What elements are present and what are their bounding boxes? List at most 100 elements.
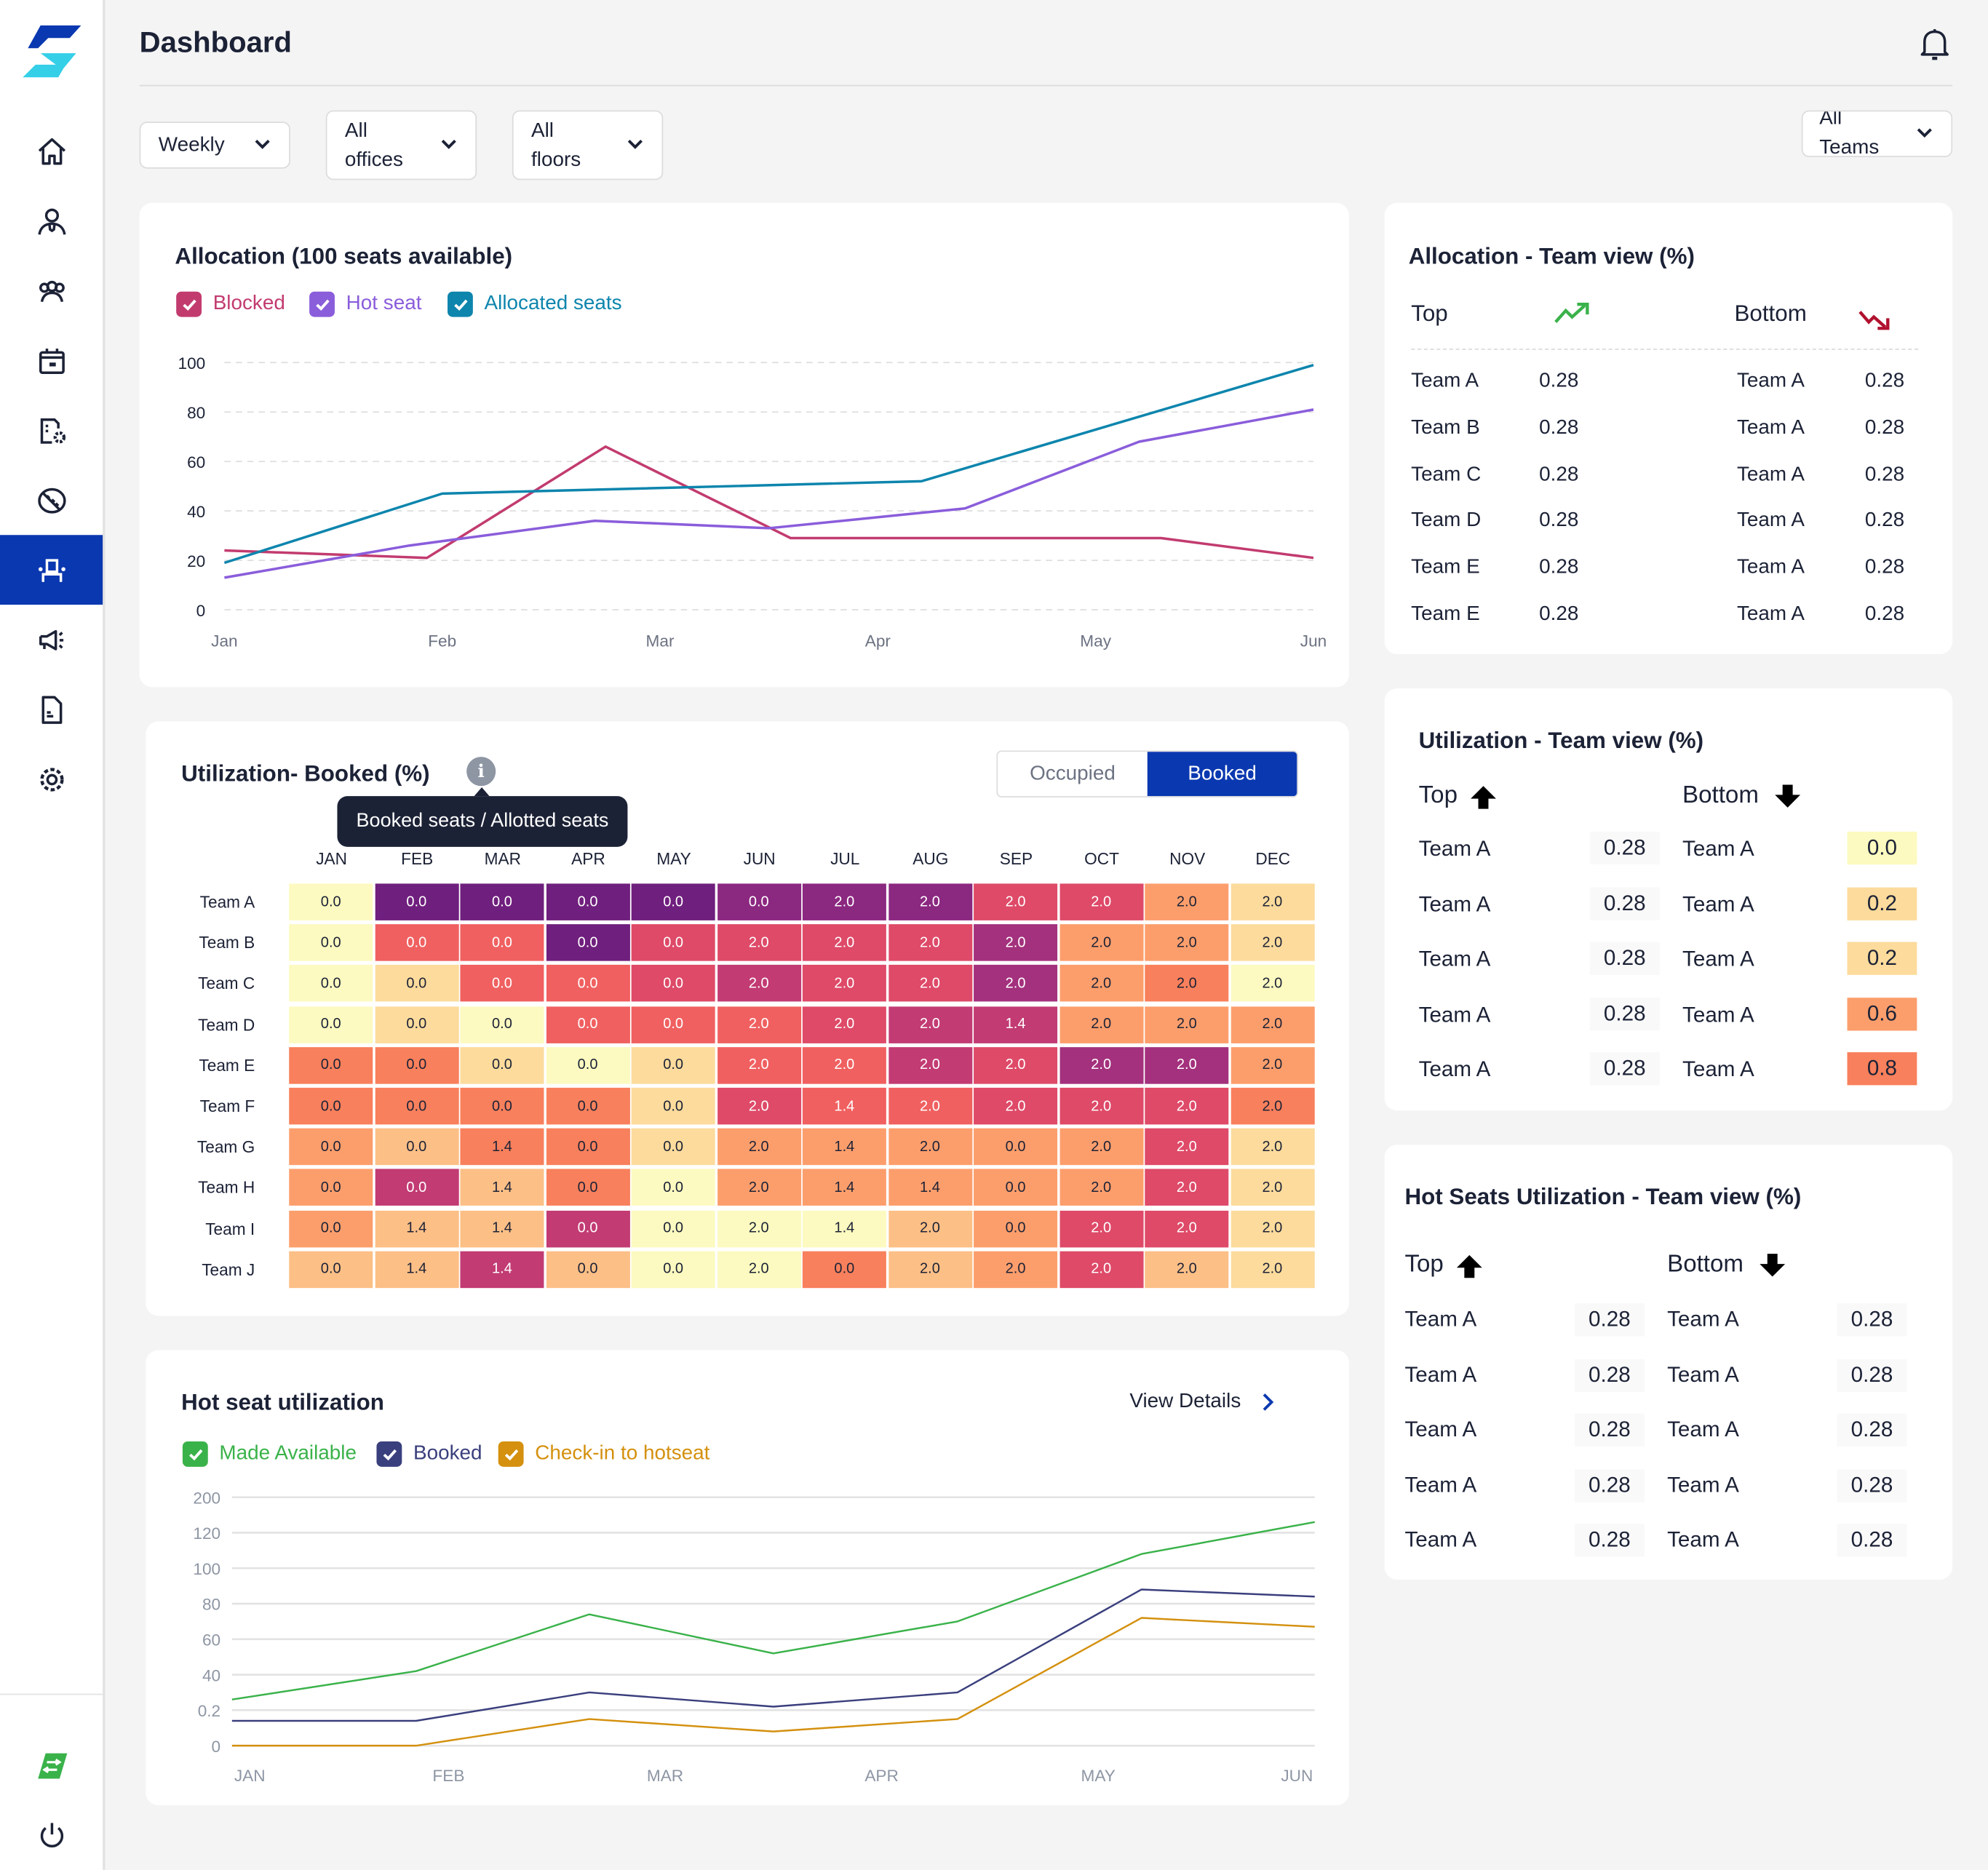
heatmap-cell[interactable]: 2.0 (717, 1046, 801, 1084)
heatmap-cell[interactable]: 1.4 (802, 1087, 886, 1125)
heatmap-cell[interactable]: 0.0 (631, 965, 715, 1003)
sidebar-item-floor-settings[interactable] (0, 396, 103, 466)
heatmap-cell[interactable]: 1.4 (802, 1128, 886, 1166)
heatmap-cell[interactable]: 2.0 (1059, 883, 1143, 920)
legend-item-check-in-to-hotseat[interactable]: Check-in to hotseat (498, 1441, 709, 1467)
heatmap-cell[interactable]: 0.0 (374, 1128, 458, 1166)
notifications-button[interactable] (1917, 25, 1952, 63)
heatmap-cell[interactable]: 0.0 (289, 883, 373, 920)
heatmap-cell[interactable]: 0.0 (631, 1128, 715, 1166)
toggle-booked[interactable]: Booked (1147, 752, 1297, 797)
heatmap-cell[interactable]: 2.0 (1230, 1087, 1314, 1125)
heatmap-cell[interactable]: 2.0 (1145, 924, 1229, 961)
heatmap-cell[interactable]: 0.0 (289, 924, 373, 961)
heatmap-cell[interactable]: 0.0 (460, 883, 544, 920)
heatmap-cell[interactable]: 2.0 (1230, 1006, 1314, 1043)
checkbox-checked-icon[interactable] (498, 1441, 524, 1467)
heatmap-cell[interactable]: 1.4 (374, 1251, 458, 1288)
heatmap-cell[interactable]: 2.0 (1230, 1210, 1314, 1247)
heatmap-cell[interactable]: 2.0 (802, 1006, 886, 1043)
heatmap-cell[interactable]: 2.0 (1059, 924, 1143, 961)
heatmap-cell[interactable]: 0.0 (631, 1087, 715, 1125)
heatmap-cell[interactable]: 2.0 (974, 965, 1058, 1003)
heatmap-cell[interactable]: 0.0 (460, 1087, 544, 1125)
heatmap-cell[interactable]: 2.0 (1145, 1046, 1229, 1084)
legend-item-made-available[interactable]: Made Available (182, 1441, 357, 1467)
heatmap-cell[interactable]: 0.0 (974, 1128, 1058, 1166)
office-dropdown[interactable]: All offices (325, 110, 477, 180)
checkbox-checked-icon[interactable] (376, 1441, 402, 1467)
heatmap-cell[interactable]: 2.0 (888, 883, 972, 920)
heatmap-cell[interactable]: 2.0 (1145, 965, 1229, 1003)
heatmap-cell[interactable]: 0.0 (374, 924, 458, 961)
sidebar-item-parking[interactable] (0, 465, 103, 535)
heatmap-cell[interactable]: 2.0 (1059, 1128, 1143, 1166)
sidebar-item-seats[interactable] (0, 535, 103, 605)
heatmap-cell[interactable]: 0.0 (631, 1046, 715, 1084)
heatmap-cell[interactable]: 0.0 (546, 1210, 630, 1247)
heatmap-cell[interactable]: 2.0 (717, 1169, 801, 1206)
heatmap-cell[interactable]: 0.0 (374, 1087, 458, 1125)
team-dropdown[interactable]: All Teams (1801, 110, 1953, 158)
heatmap-cell[interactable]: 0.0 (460, 1006, 544, 1043)
heatmap-cell[interactable]: 2.0 (1145, 1087, 1229, 1125)
heatmap-cell[interactable]: 1.4 (460, 1251, 544, 1288)
heatmap-cell[interactable]: 2.0 (1145, 1210, 1229, 1247)
sidebar-item-teams[interactable] (0, 256, 103, 326)
heatmap-cell[interactable]: 2.0 (717, 1006, 801, 1043)
heatmap-cell[interactable]: 1.4 (802, 1169, 886, 1206)
heatmap-cell[interactable]: 0.0 (546, 883, 630, 920)
heatmap-cell[interactable]: 0.0 (374, 883, 458, 920)
heatmap-cell[interactable]: 2.0 (974, 1251, 1058, 1288)
heatmap-cell[interactable]: 2.0 (888, 1046, 972, 1084)
heatmap-cell[interactable]: 0.0 (546, 1006, 630, 1043)
heatmap-cell[interactable]: 0.0 (460, 1046, 544, 1084)
heatmap-cell[interactable]: 0.0 (631, 1251, 715, 1288)
heatmap-cell[interactable]: 2.0 (1145, 1169, 1229, 1206)
heatmap-cell[interactable]: 2.0 (974, 1087, 1058, 1125)
heatmap-cell[interactable]: 0.0 (546, 1251, 630, 1288)
heatmap-cell[interactable]: 2.0 (1230, 1251, 1314, 1288)
heatmap-cell[interactable]: 2.0 (802, 883, 886, 920)
heatmap-cell[interactable]: 1.4 (460, 1169, 544, 1206)
heatmap-cell[interactable]: 2.0 (974, 883, 1058, 920)
sidebar-item-home[interactable] (0, 116, 103, 186)
heatmap-cell[interactable]: 2.0 (888, 1251, 972, 1288)
legend-item-booked[interactable]: Booked (376, 1441, 482, 1467)
heatmap-cell[interactable]: 0.0 (546, 924, 630, 961)
heatmap-cell[interactable]: 0.0 (546, 1046, 630, 1084)
period-dropdown[interactable]: Weekly (139, 122, 290, 169)
heatmap-cell[interactable]: 2.0 (888, 1128, 972, 1166)
heatmap-cell[interactable]: 2.0 (1059, 1087, 1143, 1125)
floor-dropdown[interactable]: All floors (512, 110, 664, 180)
heatmap-cell[interactable]: 2.0 (888, 924, 972, 961)
heatmap-cell[interactable]: 0.0 (289, 1006, 373, 1043)
heatmap-cell[interactable]: 2.0 (888, 965, 972, 1003)
info-icon[interactable]: i (466, 757, 496, 787)
checkbox-checked-icon[interactable] (182, 1441, 208, 1467)
sidebar-item-reports[interactable] (0, 675, 103, 744)
heatmap-cell[interactable]: 2.0 (1059, 1169, 1143, 1206)
heatmap-cell[interactable]: 2.0 (974, 1046, 1058, 1084)
heatmap-cell[interactable]: 1.4 (888, 1169, 972, 1206)
heatmap-cell[interactable]: 0.0 (289, 965, 373, 1003)
heatmap-cell[interactable]: 2.0 (1145, 1006, 1229, 1043)
heatmap-cell[interactable]: 2.0 (888, 1006, 972, 1043)
legend-item-blocked[interactable]: Blocked (176, 291, 285, 317)
heatmap-cell[interactable]: 0.0 (374, 1046, 458, 1084)
heatmap-cell[interactable]: 2.0 (717, 965, 801, 1003)
heatmap-cell[interactable]: 0.0 (717, 883, 801, 920)
heatmap-cell[interactable]: 2.0 (802, 1046, 886, 1084)
checkbox-checked-icon[interactable] (448, 291, 473, 317)
heatmap-cell[interactable]: 1.4 (374, 1210, 458, 1247)
legend-item-hot-seat[interactable]: Hot seat (309, 291, 421, 317)
toggle-occupied[interactable]: Occupied (998, 752, 1148, 797)
heatmap-cell[interactable]: 2.0 (1230, 924, 1314, 961)
heatmap-cell[interactable]: 2.0 (1059, 965, 1143, 1003)
sidebar-item-settings[interactable] (0, 744, 103, 814)
heatmap-cell[interactable]: 0.0 (631, 1006, 715, 1043)
heatmap-cell[interactable]: 0.0 (546, 1128, 630, 1166)
checkbox-checked-icon[interactable] (176, 291, 202, 317)
heatmap-cell[interactable]: 0.0 (460, 924, 544, 961)
logout-button[interactable] (0, 1800, 103, 1870)
